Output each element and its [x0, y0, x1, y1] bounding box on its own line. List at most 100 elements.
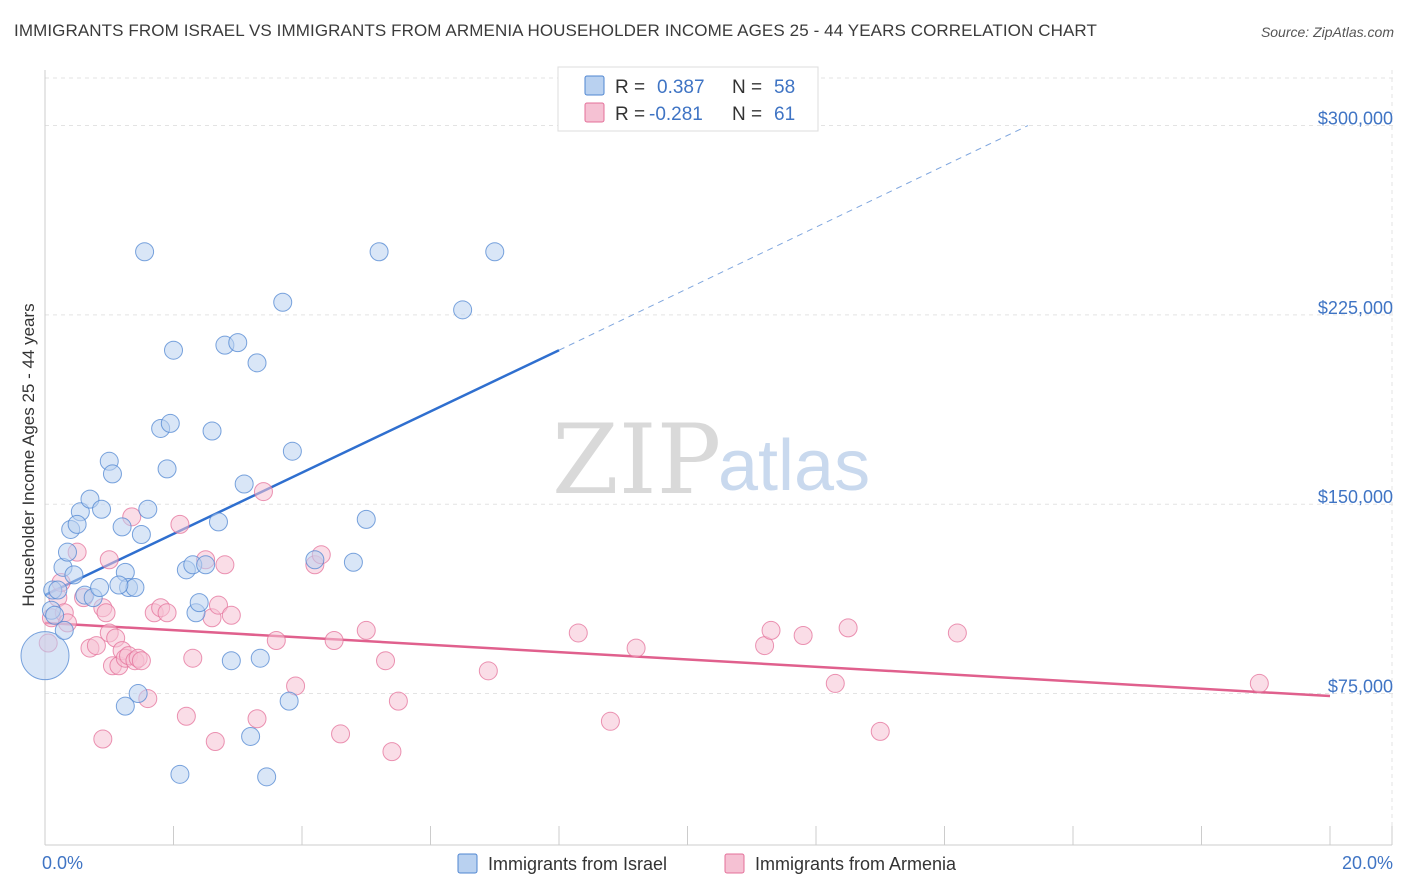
armenia-point	[478, 661, 498, 681]
israel-point	[64, 565, 84, 585]
israel-point	[48, 580, 68, 600]
armenia-point	[761, 620, 781, 640]
israel-point	[196, 555, 216, 575]
armenia-point	[131, 651, 151, 671]
israel-trend-line	[44, 349, 560, 597]
armenia-point	[568, 623, 588, 643]
israel-point	[131, 524, 151, 544]
israel-point	[189, 593, 209, 613]
armenia-point	[356, 620, 376, 640]
israel-point	[369, 242, 389, 262]
legend-israel-n-label: N =	[732, 77, 762, 98]
israel-point	[247, 353, 267, 373]
israel-point	[138, 499, 158, 519]
y-tick-label: $150,000	[1318, 487, 1393, 507]
israel-point	[20, 631, 70, 681]
watermark-atlas: atlas	[718, 426, 870, 506]
armenia-point	[93, 729, 113, 749]
bottom-legend-israel-label: Immigrants from Israel	[488, 854, 667, 874]
israel-point	[135, 242, 155, 262]
x-tick-label: 20.0%	[1342, 853, 1393, 873]
armenia-trend-line	[44, 621, 1331, 698]
israel-point	[157, 459, 177, 479]
chart-title: IMMIGRANTS FROM ISRAEL VS IMMIGRANTS FRO…	[14, 21, 1097, 40]
legend-armenia-n-value: 61	[774, 104, 795, 125]
legend-top: R = 0.387 N = 58 R = -0.281 N = 61	[557, 66, 819, 132]
armenia-point	[626, 638, 646, 658]
israel-point	[160, 413, 180, 433]
armenia-point	[157, 603, 177, 623]
armenia-point	[205, 731, 225, 751]
israel-point	[115, 696, 135, 716]
israel-point	[282, 441, 302, 461]
y-tick-labels: $75,000 $150,000 $225,000 $300,000	[1318, 109, 1393, 697]
israel-point	[257, 767, 277, 787]
israel-point	[164, 340, 183, 360]
israel-point	[54, 620, 74, 640]
israel-point	[234, 474, 254, 494]
legend-israel-swatch	[584, 75, 605, 96]
armenia-point	[324, 631, 344, 651]
israel-point	[90, 578, 110, 598]
y-axis-label: Householder Income Ages 25 - 44 years	[19, 303, 38, 606]
legend-armenia-r-value: -0.281	[649, 104, 703, 125]
legend-israel-n-value: 58	[774, 77, 795, 98]
y-tick-label: $225,000	[1318, 298, 1393, 318]
israel-point	[250, 648, 270, 668]
israel-point	[170, 764, 190, 784]
armenia-point	[266, 631, 286, 651]
armenia-point	[208, 595, 228, 615]
armenia-point	[793, 625, 813, 645]
chart-source: Source: ZipAtlas.com	[1260, 24, 1394, 40]
israel-point	[305, 550, 325, 570]
israel-point	[128, 684, 148, 704]
israel-point	[67, 514, 87, 534]
israel-point	[112, 517, 132, 537]
armenia-point	[170, 514, 190, 534]
armenia-point	[247, 709, 267, 729]
armenia-point	[183, 648, 203, 668]
israel-point	[208, 512, 228, 532]
legend-armenia-r-label: R =	[615, 104, 645, 125]
x-tick-labels: 0.0% 20.0%	[42, 853, 1393, 873]
israel-point	[221, 651, 241, 671]
israel-point	[485, 242, 505, 262]
armenia-point	[253, 482, 273, 502]
bottom-legend-armenia-label: Immigrants from Armenia	[755, 854, 957, 874]
israel-point	[453, 300, 473, 320]
israel-trend-extension	[558, 125, 1029, 351]
israel-point	[273, 292, 293, 312]
legend-armenia-swatch	[584, 102, 605, 123]
y-tick-label: $300,000	[1318, 109, 1393, 129]
legend-armenia-n-label: N =	[732, 104, 762, 125]
armenia-point	[825, 673, 845, 693]
armenia-point	[96, 603, 116, 623]
legend-bottom: Immigrants from Israel Immigrants from A…	[457, 853, 957, 874]
armenia-point	[947, 623, 967, 643]
bottom-legend-israel-swatch	[457, 853, 478, 874]
watermark-zip: ZIP	[552, 404, 721, 516]
armenia-point	[388, 691, 408, 711]
armenia-point	[600, 711, 620, 731]
armenia-point	[376, 651, 396, 671]
armenia-point	[215, 555, 235, 575]
x-tick-label: 0.0%	[42, 853, 83, 873]
israel-point	[102, 464, 122, 484]
israel-point	[109, 575, 129, 595]
israel-point	[241, 726, 261, 746]
israel-point	[125, 578, 145, 598]
armenia-point	[99, 550, 119, 570]
bottom-legend-armenia-swatch	[724, 853, 745, 874]
armenia-point	[176, 706, 196, 726]
israel-point	[356, 509, 376, 529]
data-points	[20, 242, 1269, 787]
armenia-point	[838, 618, 858, 638]
armenia-point	[331, 724, 351, 744]
israel-point	[57, 542, 77, 562]
trend-lines	[44, 125, 1331, 698]
israel-point	[279, 691, 299, 711]
israel-point	[92, 499, 112, 519]
armenia-point	[221, 605, 241, 625]
legend-israel-r-label: R =	[615, 77, 645, 98]
